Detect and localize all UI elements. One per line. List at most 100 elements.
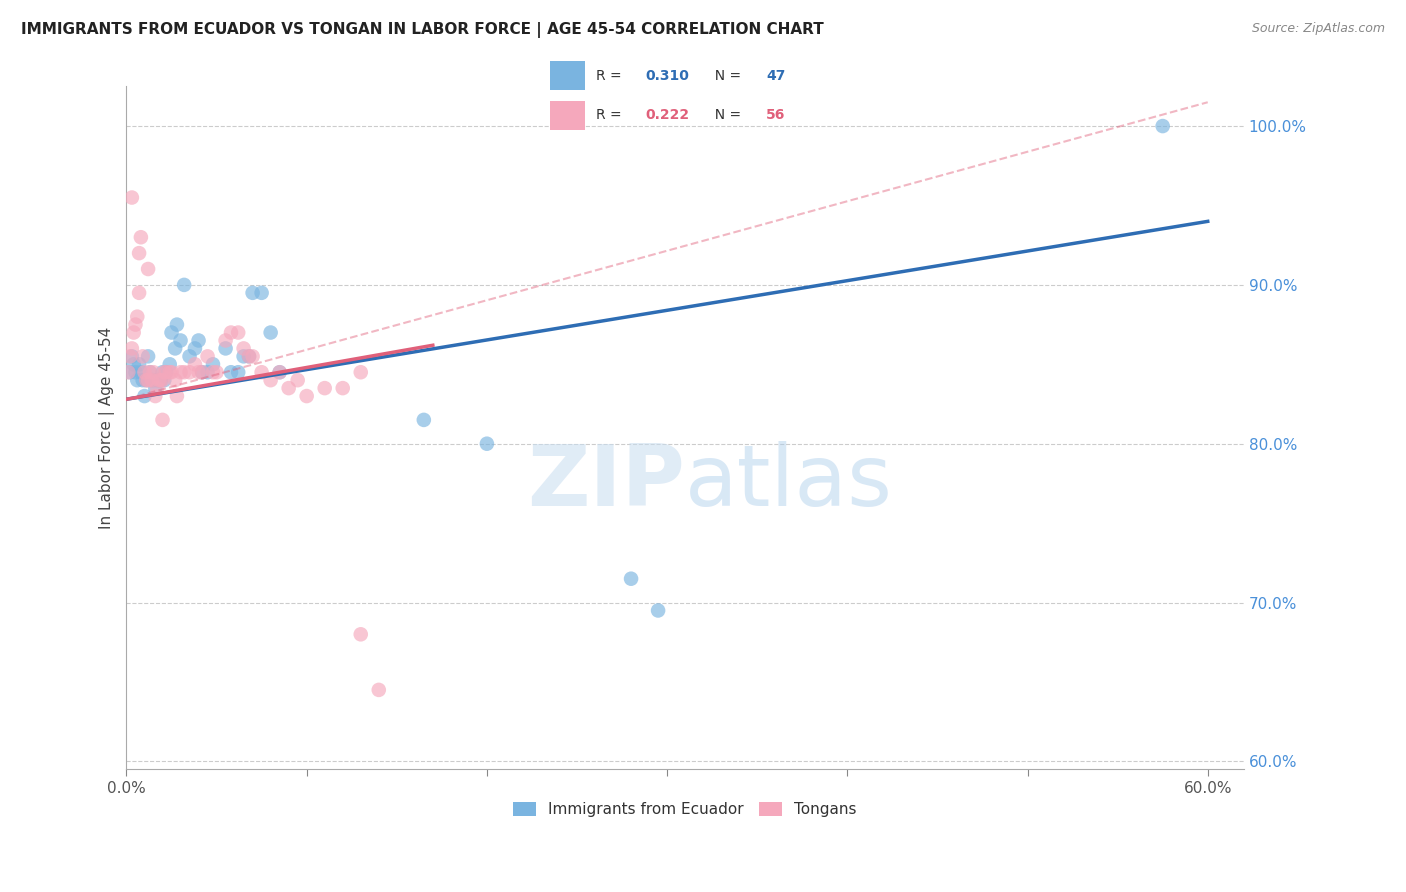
Point	[122, 357, 145, 371]
Text: atlas: atlas	[685, 441, 893, 524]
Point	[128, 357, 150, 371]
Text: 47: 47	[766, 69, 786, 83]
Point	[187, 365, 209, 379]
Point	[226, 365, 249, 379]
Point	[277, 381, 299, 395]
Point	[169, 365, 191, 379]
Text: 0.310: 0.310	[645, 69, 689, 83]
Point	[121, 190, 143, 204]
Point	[129, 230, 152, 244]
Point	[475, 436, 498, 450]
Point	[350, 365, 373, 379]
Point	[287, 373, 309, 387]
Point	[269, 365, 291, 379]
Point	[152, 373, 174, 387]
Point	[135, 373, 157, 387]
Point	[1152, 119, 1174, 133]
Point	[250, 365, 273, 379]
Text: 56: 56	[766, 109, 786, 122]
Point	[142, 373, 165, 387]
Point	[214, 342, 236, 356]
Point	[197, 350, 219, 364]
FancyBboxPatch shape	[550, 62, 585, 90]
Point	[219, 365, 242, 379]
Point	[238, 350, 260, 364]
Point	[332, 381, 354, 395]
Point	[136, 262, 159, 277]
Point	[169, 334, 191, 348]
Point	[160, 326, 183, 340]
Point	[155, 365, 177, 379]
Text: N =: N =	[706, 109, 745, 122]
Point	[184, 357, 207, 371]
Point	[131, 350, 153, 364]
Point	[367, 682, 389, 697]
Point	[314, 381, 336, 395]
Point	[143, 389, 166, 403]
Point	[135, 373, 157, 387]
Text: Source: ZipAtlas.com: Source: ZipAtlas.com	[1251, 22, 1385, 36]
Point	[142, 365, 165, 379]
Point	[242, 350, 264, 364]
Point	[127, 310, 149, 324]
Point	[146, 381, 169, 395]
Point	[232, 350, 254, 364]
Point	[120, 365, 142, 379]
Point	[141, 373, 163, 387]
Point	[160, 365, 183, 379]
Point	[136, 350, 159, 364]
Point	[153, 373, 176, 387]
Point	[152, 365, 174, 379]
Point	[141, 373, 163, 387]
Point	[152, 413, 174, 427]
Point	[155, 365, 177, 379]
Point	[620, 572, 643, 586]
Text: 0.222: 0.222	[645, 109, 689, 122]
Point	[205, 365, 228, 379]
Point	[269, 365, 291, 379]
Point	[242, 285, 264, 300]
Point	[165, 373, 187, 387]
Point	[153, 365, 176, 379]
Point	[191, 365, 214, 379]
Point	[166, 318, 188, 332]
Point	[129, 365, 152, 379]
Point	[146, 373, 169, 387]
Point	[159, 365, 181, 379]
Point	[179, 365, 201, 379]
Point	[187, 334, 209, 348]
Point	[128, 285, 150, 300]
Text: N =: N =	[706, 69, 745, 83]
Point	[127, 373, 149, 387]
Point	[191, 365, 214, 379]
Point	[412, 413, 434, 427]
Text: IMMIGRANTS FROM ECUADOR VS TONGAN IN LABOR FORCE | AGE 45-54 CORRELATION CHART: IMMIGRANTS FROM ECUADOR VS TONGAN IN LAB…	[21, 22, 824, 38]
Point	[232, 342, 254, 356]
Point	[121, 350, 143, 364]
Point	[148, 373, 170, 387]
Point	[201, 365, 224, 379]
Point	[226, 326, 249, 340]
Point	[166, 389, 188, 403]
Point	[149, 373, 172, 387]
Point	[121, 342, 143, 356]
Legend: Immigrants from Ecuador, Tongans: Immigrants from Ecuador, Tongans	[508, 796, 863, 823]
Point	[149, 373, 172, 387]
Point	[117, 365, 139, 379]
Point	[148, 373, 170, 387]
Point	[350, 627, 373, 641]
Point	[295, 389, 318, 403]
Point	[120, 350, 142, 364]
Point	[131, 373, 153, 387]
Point	[184, 342, 207, 356]
Text: R =: R =	[596, 109, 626, 122]
Point	[201, 357, 224, 371]
Text: ZIP: ZIP	[527, 441, 685, 524]
Point	[165, 342, 187, 356]
Point	[143, 381, 166, 395]
Point	[139, 365, 162, 379]
Point	[647, 603, 669, 617]
Point	[128, 246, 150, 260]
Point	[219, 326, 242, 340]
Point	[159, 357, 181, 371]
